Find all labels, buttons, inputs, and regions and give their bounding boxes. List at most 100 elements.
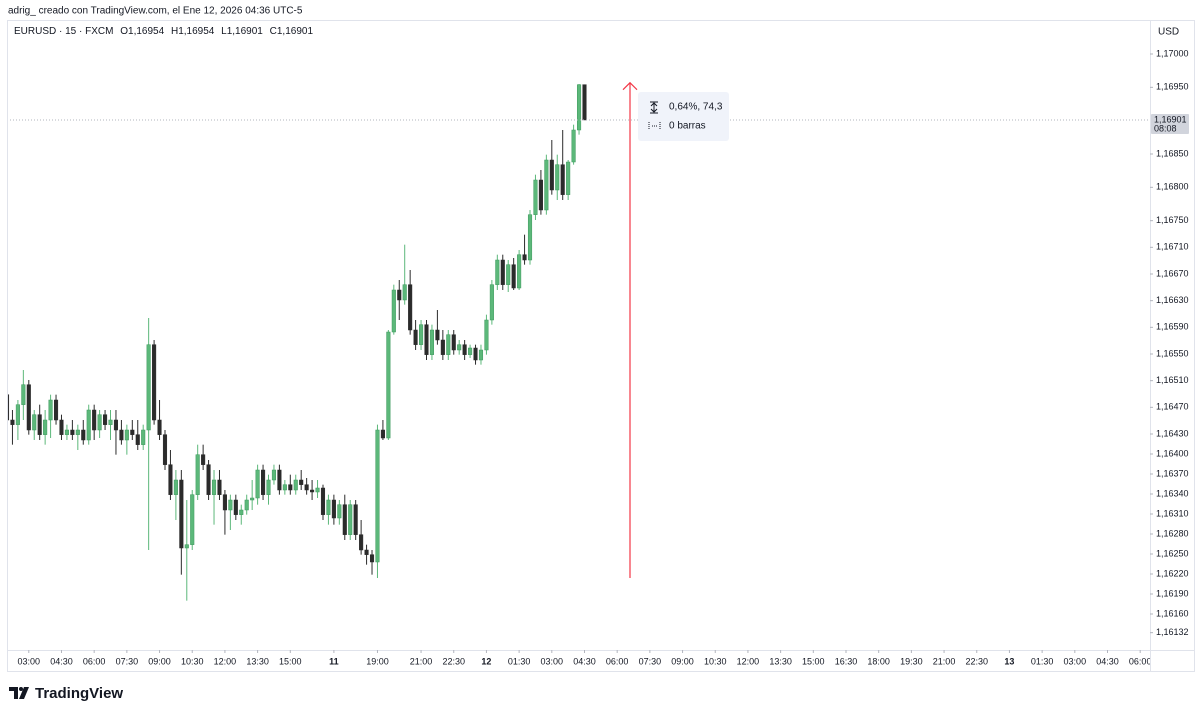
currency: USD [1158, 27, 1179, 38]
time-axis: 03:00 04:30 06:00 07:30 09:00 10:30 12:00 13:30… [18, 650, 1152, 666]
candle-body [141, 429, 146, 445]
logo-icon [9, 687, 29, 699]
candle-body [549, 159, 554, 191]
candle-body [108, 419, 113, 425]
x-tick-label: 21:00 [410, 656, 433, 666]
ohlc-key: C [270, 26, 277, 37]
candle-body [435, 329, 440, 341]
x-tick-label: 01:30 [508, 656, 531, 666]
y-tick-label: 1,16470 [1156, 402, 1189, 412]
candle-body [500, 259, 505, 285]
candle-body [402, 284, 407, 301]
candle-body [70, 429, 75, 435]
candle-body [364, 549, 369, 555]
candle-body [103, 414, 108, 425]
candle-body [97, 414, 102, 431]
x-tick-label: 15:00 [279, 656, 302, 666]
measure-arrow [622, 81, 638, 91]
y-tick-label: 1,16280 [1156, 528, 1189, 538]
candle-body [315, 487, 320, 493]
chart-frame [7, 20, 1195, 672]
candle-body [446, 334, 451, 355]
y-tick-label: 1,16590 [1156, 322, 1189, 332]
y-tick-label: 1,16400 [1156, 448, 1189, 458]
candle-body [239, 509, 244, 515]
candle-body [211, 479, 217, 495]
x-tick-label: 12 [481, 656, 491, 666]
symbol: EURUSD · 15 · FXCM [14, 26, 113, 37]
candle-body [495, 259, 500, 285]
candle-body [288, 484, 293, 491]
candle-body [369, 554, 375, 563]
candle-body [233, 499, 238, 515]
candle-body [304, 484, 309, 491]
icon-bars [648, 122, 661, 130]
candle-body [222, 494, 227, 511]
candle-body [228, 499, 233, 511]
candle-body [544, 159, 549, 211]
candle-body [146, 344, 151, 431]
candle-body [310, 489, 315, 493]
x-tick-label: 06:00 [1129, 656, 1152, 666]
y-tick-label: 1,16710 [1156, 242, 1189, 252]
last-price-box [1151, 114, 1189, 134]
ohlc-value: 1,16901 [227, 26, 264, 37]
y-tick-label: 1,16340 [1156, 488, 1189, 498]
x-tick-label: 21:00 [933, 656, 956, 666]
candle-body [277, 469, 282, 491]
x-tick-label: 11 [329, 656, 339, 666]
price-axis: 1,17000 1,16950 1,16850 1,16800 1,16750 1,167… [1150, 48, 1189, 637]
candle-body [184, 544, 189, 549]
candle-body [571, 129, 576, 163]
candle-body [489, 284, 494, 321]
logo: TradingView [9, 685, 123, 702]
candle-body [511, 264, 516, 289]
x-tick-label: 06:00 [606, 656, 629, 666]
candle-body [173, 479, 178, 495]
y-tick-label: 1,16800 [1156, 182, 1189, 192]
measure-label: 0,64%, 74,3 [669, 102, 723, 113]
y-tick-label: 1,16750 [1156, 215, 1189, 225]
x-tick-label: 16:30 [835, 656, 858, 666]
candle-body [462, 344, 467, 355]
countdown-label: 08:08 [1154, 123, 1177, 133]
ohlc-key: H [171, 26, 178, 37]
candle-body [560, 164, 565, 195]
candle-body [162, 434, 168, 465]
x-tick-label: 22:30 [442, 656, 465, 666]
ohlc-value: 1,16954 [128, 26, 165, 37]
last-price-label: 1,16901 [1154, 114, 1187, 124]
y-tick-label: 1,16430 [1156, 428, 1189, 438]
candle-body [26, 384, 31, 431]
ohlc-value: 1,16901 [277, 26, 314, 37]
candle-body [75, 429, 80, 435]
candle-body [130, 429, 135, 435]
measure-bars-label: 0 barras [669, 121, 706, 132]
candle-body [201, 454, 206, 465]
candle-body [113, 419, 119, 431]
candle-body [478, 349, 484, 361]
candle-body [168, 464, 173, 495]
x-tick-label: 03:00 [541, 656, 564, 666]
x-tick-label: 18:00 [867, 656, 890, 666]
candle-body [299, 479, 304, 485]
candle-body [342, 504, 347, 535]
candle-body [348, 504, 353, 535]
candle-body [408, 284, 413, 331]
x-tick-label: 04:30 [573, 656, 596, 666]
candle-body [473, 347, 478, 361]
y-tick-label: 1,16850 [1156, 148, 1189, 158]
candle-body [244, 499, 249, 511]
candle-body [64, 429, 69, 435]
x-tick-label: 03:00 [1064, 656, 1087, 666]
candle-body [419, 324, 424, 345]
candle-body [522, 254, 527, 261]
y-tick-label: 1,16220 [1156, 568, 1189, 578]
candle-body [86, 409, 91, 441]
candle-body [15, 404, 20, 425]
ohlc-key: O [120, 26, 128, 37]
candle-body [566, 161, 571, 195]
candle-body [424, 324, 429, 355]
candle-body [533, 179, 538, 215]
candle-body [255, 469, 260, 499]
